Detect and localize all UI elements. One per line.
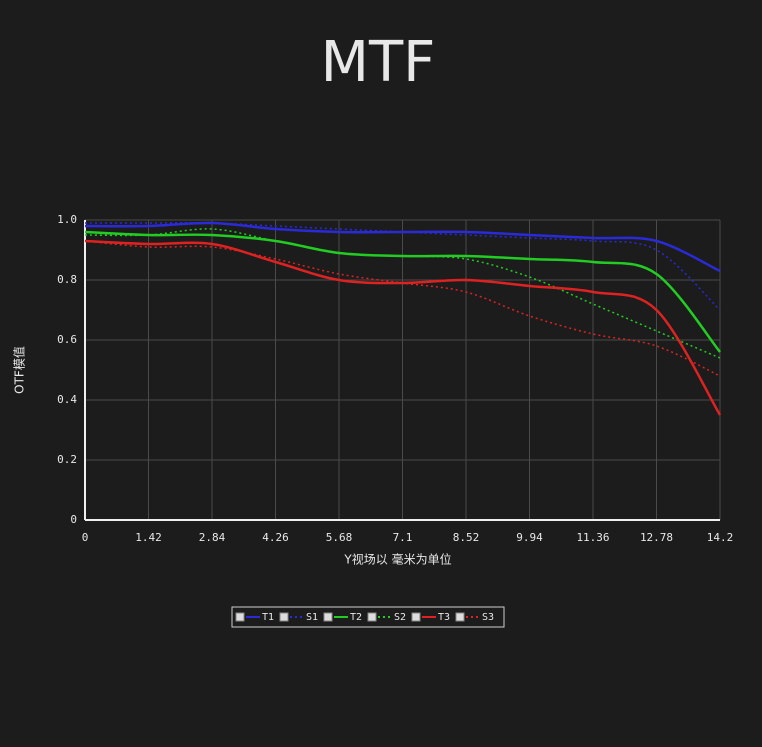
legend-checkbox [411, 612, 421, 622]
y-tick-label: 0.6 [57, 333, 77, 346]
series-line [84, 240, 721, 377]
legend-label: S3 [482, 612, 494, 623]
legend-box [231, 606, 505, 628]
x-tick-label: 11.36 [576, 531, 609, 544]
series-line [84, 222, 721, 311]
series-line [84, 230, 721, 353]
legend-label: T3 [438, 612, 450, 623]
x-axis-label: Y视场以 毫米为单位 [343, 552, 451, 567]
legend-label: T1 [262, 612, 274, 623]
y-tick-label: 0 [70, 513, 77, 526]
legend-label: S2 [394, 612, 406, 623]
y-tick-label: 0.4 [57, 393, 77, 406]
series-line [84, 228, 721, 359]
y-tick-label: 1.0 [57, 213, 77, 226]
x-tick-label: 5.68 [326, 531, 353, 544]
x-tick-label: 9.94 [516, 531, 543, 544]
x-tick-label: 0 [82, 531, 89, 544]
legend: T1 S1 T2 S2 T3 S3 [231, 606, 505, 628]
x-tick-label: 7.1 [393, 531, 413, 544]
legend-checkbox [367, 612, 377, 622]
x-tick-label: 12.78 [640, 531, 673, 544]
legend-label: S1 [306, 612, 318, 623]
x-tick-label: 4.26 [262, 531, 289, 544]
x-tick-label: 1.42 [135, 531, 162, 544]
y-axis-label: OTF模值 [12, 346, 27, 394]
chart-title: MTF [321, 30, 436, 95]
legend-checkbox [235, 612, 245, 622]
x-tick-label: 8.52 [453, 531, 480, 544]
legend-checkbox [279, 612, 289, 622]
y-tick-label: 0.8 [57, 273, 77, 286]
legend-checkbox [323, 612, 333, 622]
y-tick-label: 0.2 [57, 453, 77, 466]
x-tick-label: 2.84 [199, 531, 226, 544]
x-tick-label: 14.2 [707, 531, 734, 544]
legend-checkbox [455, 612, 465, 622]
legend-label: T2 [350, 612, 362, 623]
